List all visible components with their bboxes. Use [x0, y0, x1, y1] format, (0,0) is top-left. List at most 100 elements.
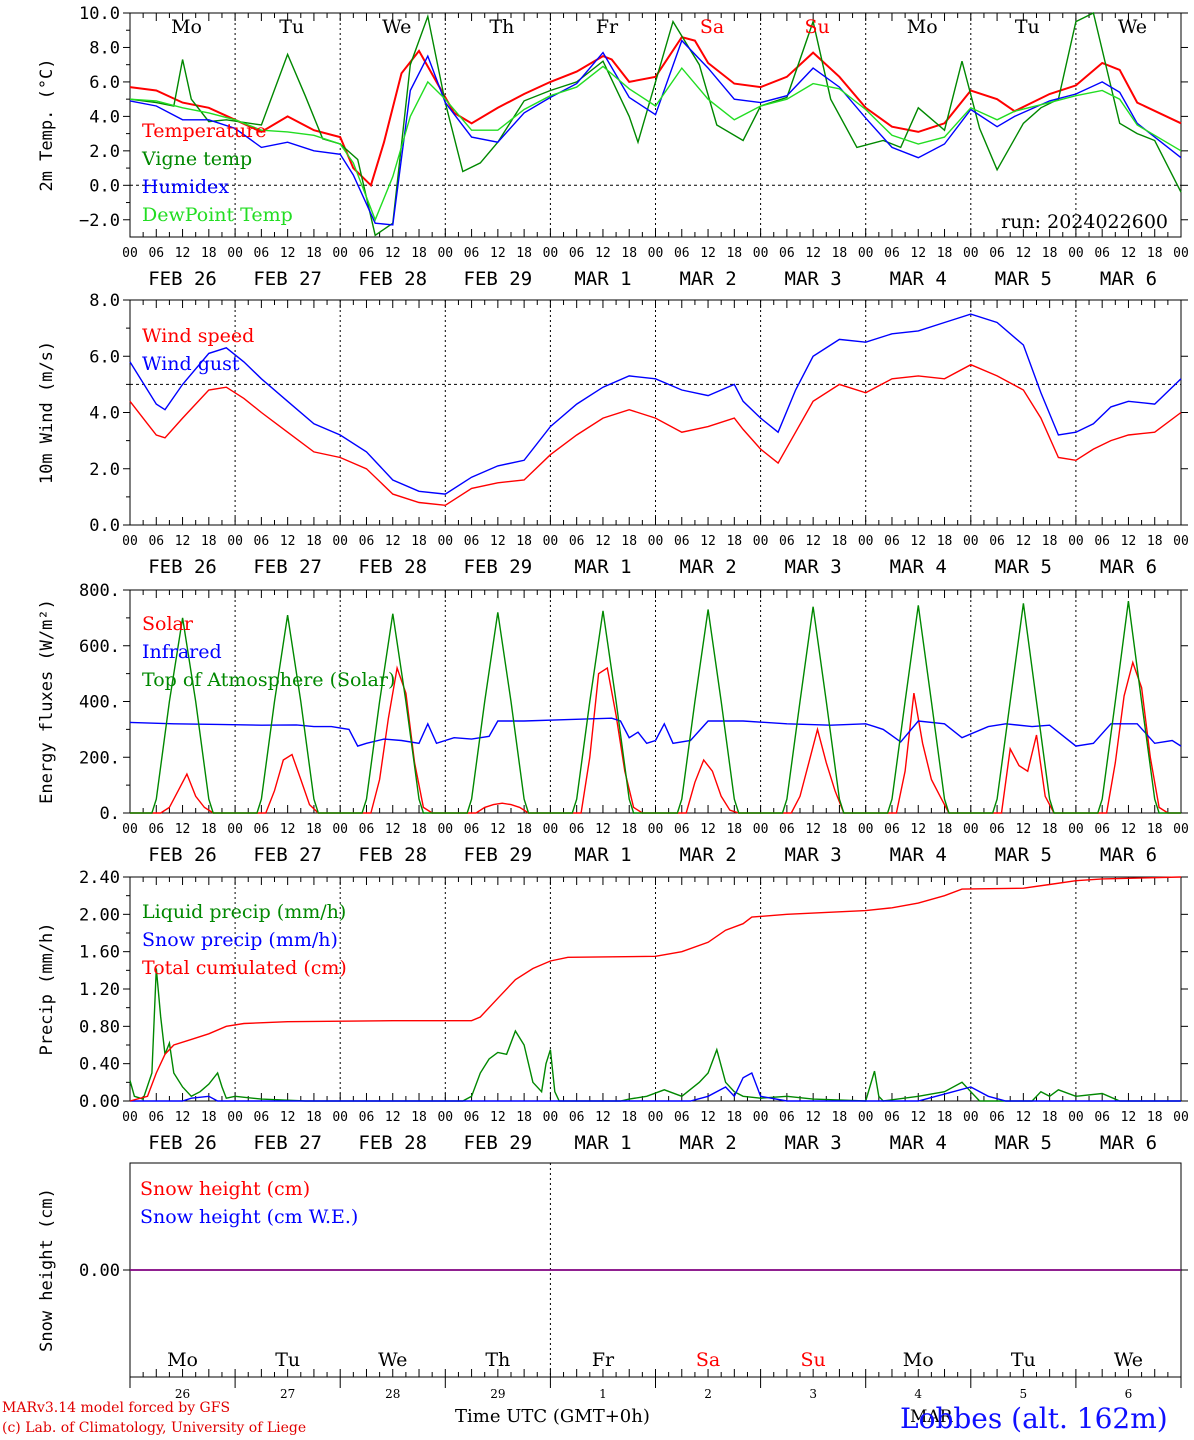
- panel-0-ytick-label: 4.0: [89, 107, 120, 127]
- hour-label: 06: [254, 1110, 270, 1125]
- panel-1-ytick-label: 6.0: [89, 347, 120, 367]
- hour-label: 18: [832, 534, 848, 549]
- hour-label: 06: [674, 246, 690, 261]
- hour-label: 00: [543, 1110, 559, 1125]
- hour-label: 00: [1173, 1110, 1189, 1125]
- hour-label: 06: [884, 246, 900, 261]
- day-of-week-top: Tu: [279, 16, 304, 38]
- hour-label: 12: [280, 534, 296, 549]
- hour-label: 06: [359, 246, 375, 261]
- hour-label: 18: [516, 822, 532, 837]
- date-label: MAR 6: [1100, 844, 1157, 866]
- hour-label: 06: [884, 534, 900, 549]
- panel-0-ytick-label: 6.0: [89, 73, 120, 93]
- hour-label: 00: [227, 1110, 243, 1125]
- hour-label: 18: [937, 246, 953, 261]
- day-number: 5: [1020, 1387, 1028, 1401]
- legend-entry: Temperature: [142, 120, 266, 142]
- hour-label: 12: [1121, 822, 1137, 837]
- hour-label: 06: [674, 1110, 690, 1125]
- day-number: 29: [490, 1387, 505, 1401]
- panel-2-ytick-label: 800.: [79, 581, 120, 601]
- day-of-week-bottom: Th: [485, 1349, 510, 1371]
- series-line-0-1: [129, 11, 1182, 237]
- hour-label: 18: [411, 1110, 427, 1125]
- panel-1-ytick-label: 4.0: [89, 404, 120, 424]
- hour-label: 12: [175, 822, 191, 837]
- panel-0-ytick-label: 8.0: [89, 38, 120, 58]
- day-number: 27: [280, 1387, 295, 1401]
- legend-entry: DewPoint Temp: [142, 204, 293, 226]
- hour-label: 18: [937, 534, 953, 549]
- hour-label: 06: [359, 534, 375, 549]
- date-label: MAR 2: [679, 844, 736, 866]
- hour-label: 12: [805, 1110, 821, 1125]
- series-line-0-2: [129, 39, 1182, 226]
- day-of-week-bottom: Tu: [1011, 1349, 1036, 1371]
- hour-label: 00: [753, 246, 769, 261]
- hour-label: 12: [595, 1110, 611, 1125]
- hour-label: 12: [490, 822, 506, 837]
- day-of-week-top: Th: [489, 16, 514, 38]
- day-of-week-bottom: Fr: [592, 1349, 615, 1371]
- hour-label: 00: [437, 1110, 453, 1125]
- hour-label: 18: [516, 534, 532, 549]
- hour-label: 12: [700, 246, 716, 261]
- hour-label: 06: [884, 822, 900, 837]
- date-label: MAR 3: [785, 556, 842, 578]
- date-label: MAR 1: [574, 844, 631, 866]
- hour-label: 18: [201, 822, 217, 837]
- hour-label: 06: [464, 822, 480, 837]
- panel-0-ylabel: 2m Temp. (°C): [37, 58, 57, 191]
- hour-label: 12: [700, 534, 716, 549]
- day-of-week-bottom: We: [378, 1349, 407, 1371]
- hour-label: 12: [280, 1110, 296, 1125]
- hour-label: 00: [648, 822, 664, 837]
- day-number: 26: [175, 1387, 190, 1401]
- hour-label: 00: [122, 822, 138, 837]
- date-label: MAR 4: [890, 556, 947, 578]
- hour-label: 06: [148, 534, 164, 549]
- date-label: MAR 3: [785, 844, 842, 866]
- hour-label: 00: [543, 246, 559, 261]
- date-label: FEB 26: [148, 844, 217, 866]
- panel-3-ytick-label: 0.00: [79, 1092, 120, 1112]
- hour-label: 18: [1042, 822, 1058, 837]
- day-of-week-bottom: Mo: [903, 1349, 934, 1371]
- date-label: MAR 2: [679, 556, 736, 578]
- date-label: FEB 28: [358, 556, 427, 578]
- hour-label: 00: [963, 246, 979, 261]
- day-number: 3: [809, 1387, 817, 1401]
- hour-label: 00: [1068, 246, 1084, 261]
- hour-label: 06: [464, 1110, 480, 1125]
- hour-label: 18: [1042, 534, 1058, 549]
- day-number: 28: [385, 1387, 400, 1401]
- hour-label: 00: [963, 534, 979, 549]
- hour-label: 18: [1147, 822, 1163, 837]
- hour-label: 12: [1016, 534, 1032, 549]
- legend-entry: Snow height (cm): [140, 1178, 310, 1200]
- day-of-week-top: Mo: [907, 16, 938, 38]
- date-label: FEB 26: [148, 556, 217, 578]
- hour-label: 18: [1042, 1110, 1058, 1125]
- hour-label: 00: [1068, 1110, 1084, 1125]
- hour-label: 18: [621, 822, 637, 837]
- hour-label: 06: [1094, 1110, 1110, 1125]
- hour-label: 18: [832, 822, 848, 837]
- hour-label: 00: [122, 246, 138, 261]
- panel-1-ylabel: 10m Wind (m/s): [37, 341, 57, 484]
- legend-entry: Solar: [142, 613, 194, 635]
- hour-label: 06: [1094, 246, 1110, 261]
- hour-label: 06: [779, 1110, 795, 1125]
- series-line-3-0: [129, 968, 1181, 1102]
- hour-label: 06: [989, 534, 1005, 549]
- hour-label: 12: [595, 822, 611, 837]
- hour-label: 00: [543, 534, 559, 549]
- hour-label: 06: [359, 822, 375, 837]
- hour-label: 12: [385, 246, 401, 261]
- hour-label: 18: [937, 822, 953, 837]
- hour-label: 18: [726, 534, 742, 549]
- date-label: MAR 4: [890, 844, 947, 866]
- hour-label: 00: [437, 246, 453, 261]
